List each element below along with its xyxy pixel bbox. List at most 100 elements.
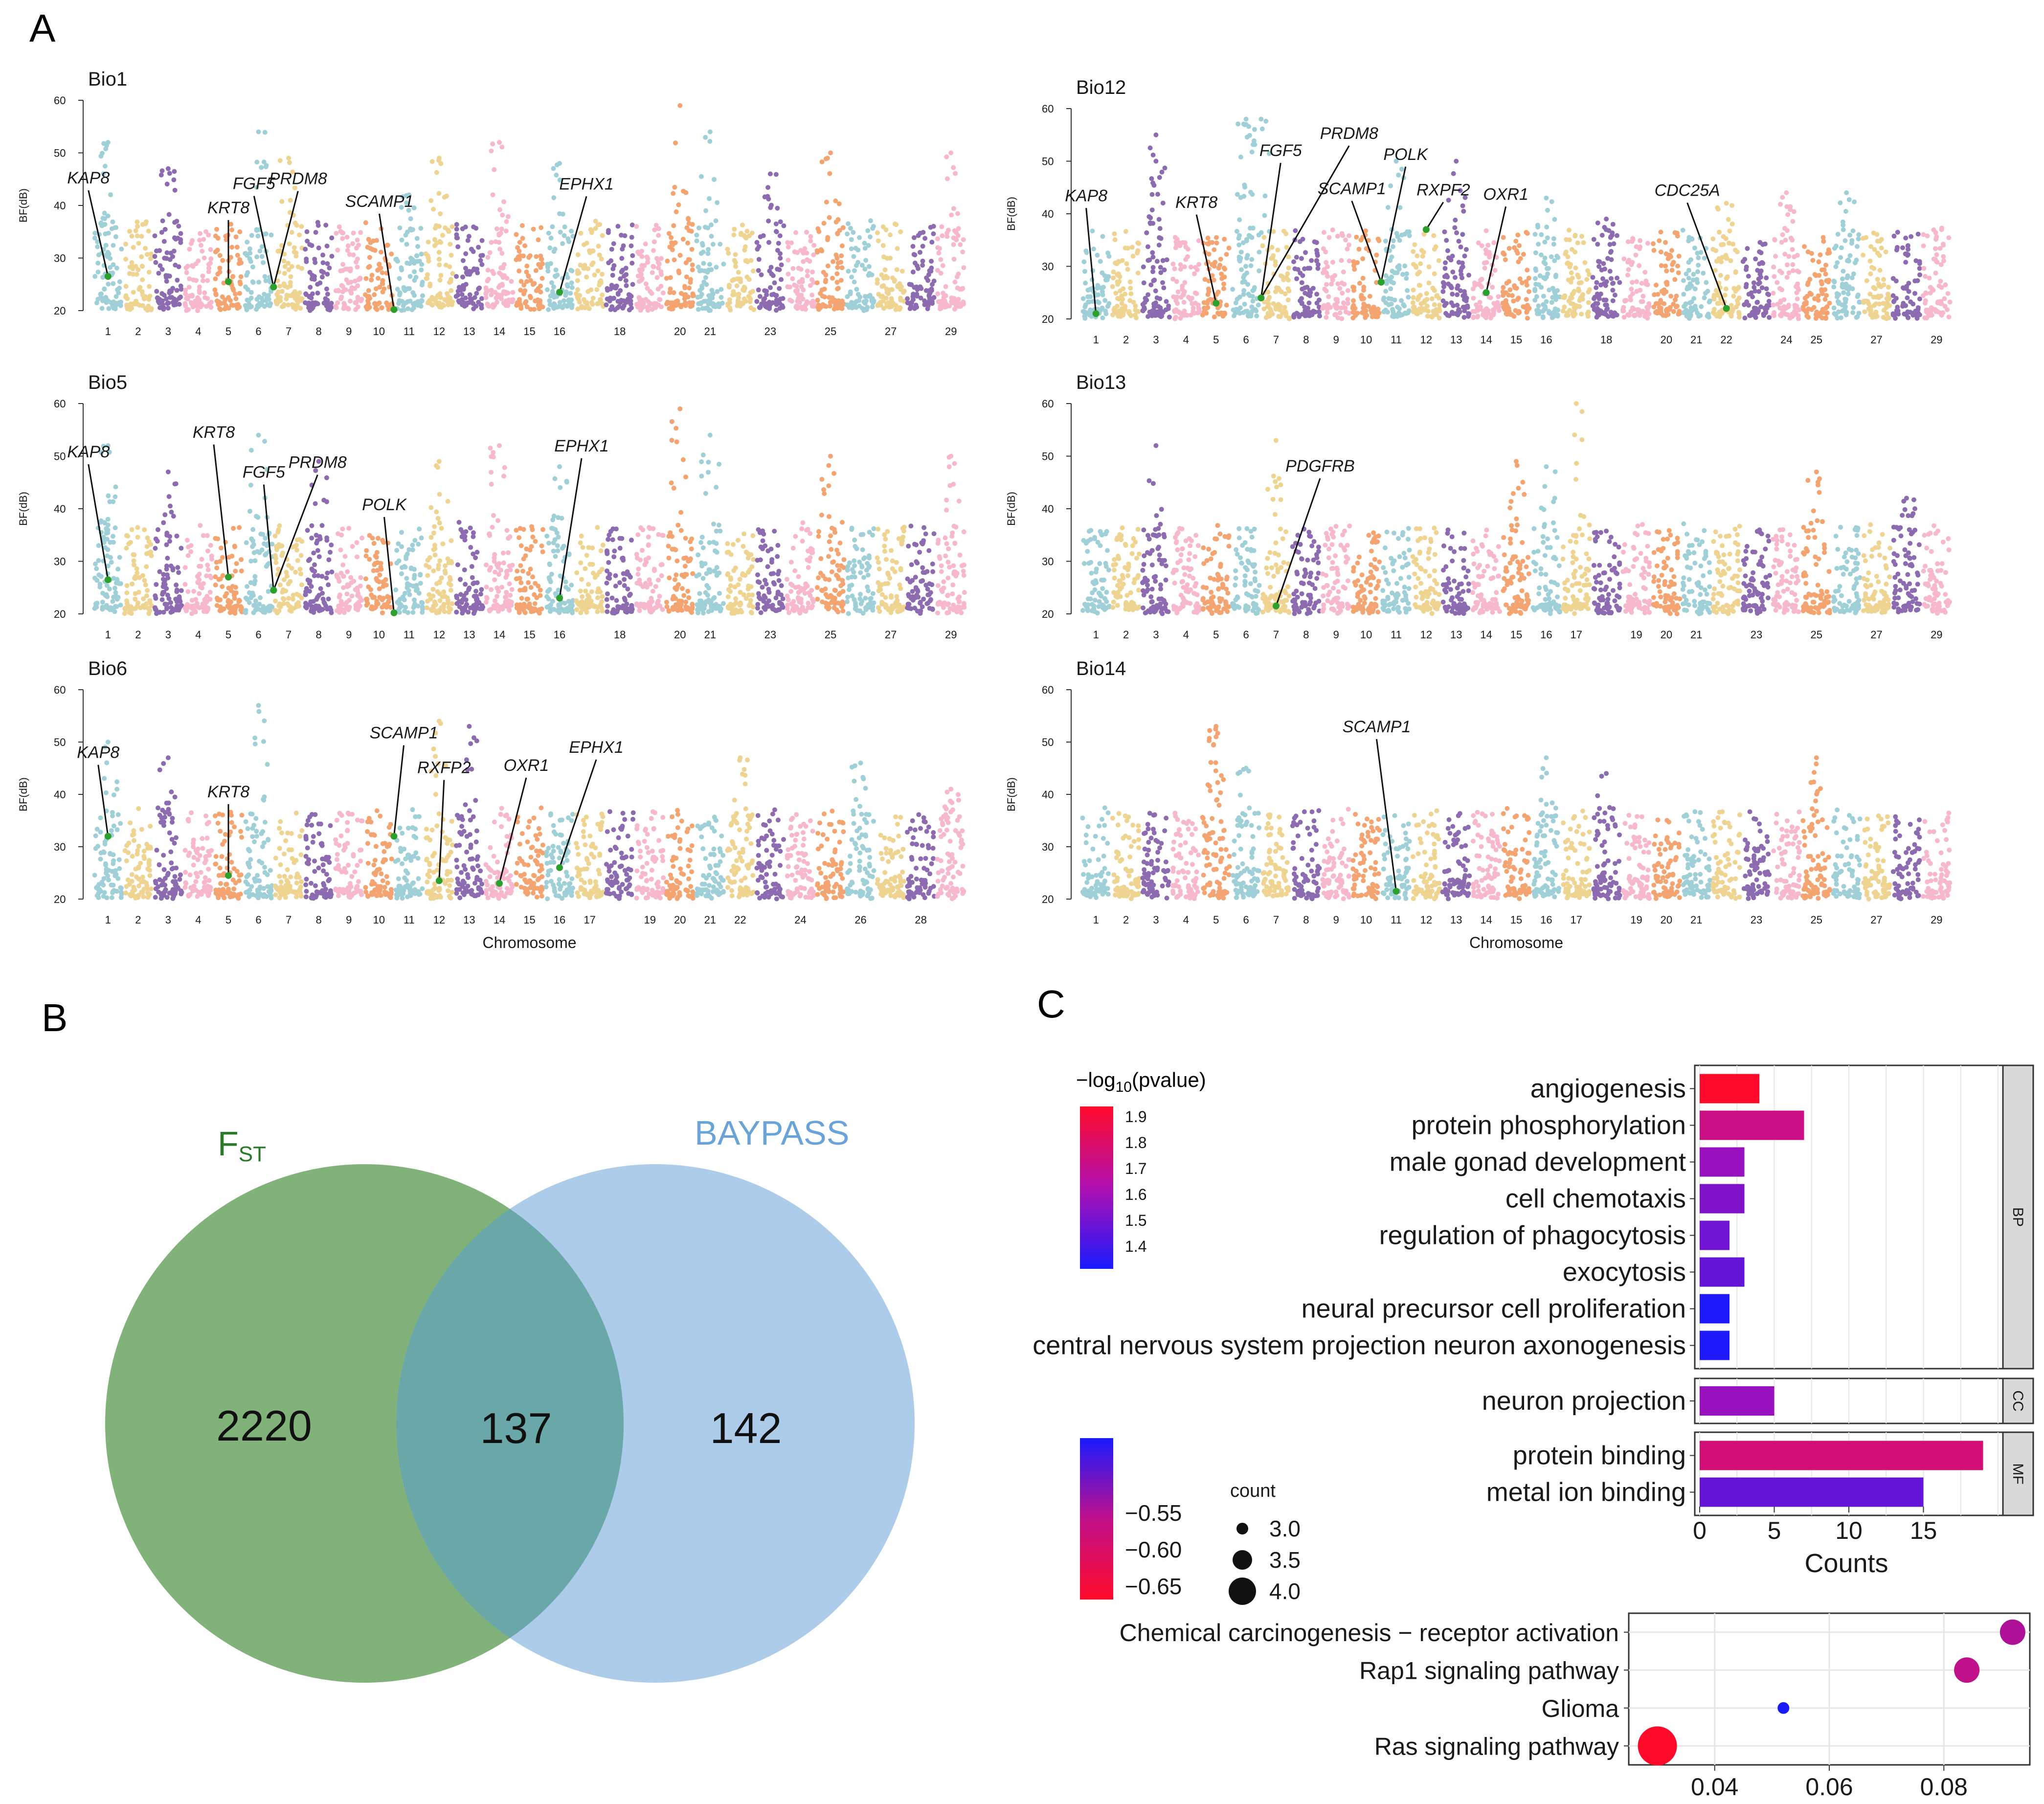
data-point: [819, 287, 825, 293]
data-point: [1246, 292, 1251, 297]
data-point: [1688, 257, 1693, 262]
data-point: [1286, 265, 1291, 271]
data-point: [1244, 255, 1250, 261]
data-point: [1590, 274, 1595, 280]
data-point: [146, 296, 152, 302]
peak-point: [1456, 239, 1461, 244]
data-point: [171, 248, 177, 254]
data-point: [1112, 237, 1118, 243]
data-point: [569, 280, 574, 286]
data-point: [279, 553, 285, 558]
data-point: [116, 290, 121, 295]
data-point: [1269, 256, 1274, 261]
data-point: [1638, 238, 1643, 243]
data-point: [472, 295, 477, 300]
x-tick-label: 18: [614, 325, 626, 338]
data-point: [685, 240, 691, 246]
data-point: [1454, 230, 1460, 235]
data-point: [1265, 290, 1271, 295]
data-point: [222, 300, 227, 306]
data-point: [732, 258, 737, 263]
data-point: [324, 303, 329, 309]
data-point: [1832, 279, 1837, 284]
data-point: [1116, 259, 1122, 265]
data-point: [1293, 228, 1298, 233]
data-point: [1790, 314, 1795, 319]
peak-point: [436, 191, 442, 196]
data-point: [1424, 296, 1430, 302]
data-point: [1527, 306, 1532, 311]
data-point: [1550, 294, 1555, 300]
data-point: [593, 226, 598, 231]
data-point: [1674, 303, 1680, 309]
data-point: [834, 271, 840, 276]
data-point: [517, 299, 522, 304]
data-point: [228, 255, 233, 260]
peak-point: [99, 151, 105, 156]
data-point: [282, 251, 287, 257]
data-point: [1659, 311, 1664, 316]
data-point: [247, 590, 252, 595]
data-point: [907, 306, 913, 311]
data-point: [110, 219, 115, 225]
data-point: [1872, 286, 1878, 292]
data-point: [1817, 272, 1822, 278]
peak-point: [944, 154, 949, 159]
data-point: [124, 545, 129, 551]
data-point: [1698, 250, 1704, 255]
data-point: [320, 252, 326, 258]
data-point: [1273, 304, 1279, 309]
data-point: [774, 308, 779, 313]
data-point: [1758, 274, 1763, 280]
data-point: [117, 279, 122, 284]
data-point: [590, 295, 596, 301]
data-point: [754, 240, 760, 245]
data-point: [634, 224, 639, 229]
data-point: [142, 578, 147, 583]
data-point: [756, 287, 761, 293]
data-point: [208, 542, 213, 548]
data-point: [922, 236, 928, 241]
data-point: [97, 585, 103, 590]
data-point: [849, 274, 854, 280]
data-point: [1141, 280, 1146, 286]
peak-point: [1157, 175, 1162, 180]
data-point: [808, 238, 813, 244]
data-point: [839, 253, 844, 258]
data-point: [1668, 293, 1674, 299]
data-point: [142, 527, 147, 532]
data-point: [290, 596, 295, 602]
data-point: [231, 593, 237, 598]
gene-leader-line: [1485, 206, 1507, 293]
data-point: [1444, 238, 1449, 243]
data-point: [1180, 287, 1185, 292]
data-point: [402, 288, 407, 293]
data-point: [198, 243, 203, 248]
data-point: [628, 301, 633, 307]
data-point: [1864, 278, 1869, 283]
data-point: [218, 576, 223, 582]
data-point: [520, 236, 525, 241]
data-point: [281, 596, 287, 602]
data-point: [615, 305, 620, 311]
x-tick-label: 23: [764, 629, 776, 641]
gene-label: KAP8: [67, 169, 110, 187]
data-point: [397, 276, 402, 281]
data-point: [208, 247, 213, 252]
data-point: [551, 301, 557, 306]
data-point: [1939, 313, 1944, 318]
data-point: [275, 278, 280, 284]
data-point: [1154, 295, 1160, 300]
data-point: [273, 560, 279, 565]
peak-point: [505, 214, 511, 219]
data-point: [195, 574, 200, 579]
data-point: [1786, 270, 1792, 275]
data-point: [1541, 293, 1546, 299]
data-point: [100, 599, 105, 605]
data-point: [419, 298, 425, 304]
data-point: [1723, 286, 1729, 292]
data-point: [1265, 304, 1270, 309]
data-point: [667, 245, 673, 250]
data-point: [1525, 268, 1530, 273]
peak-point: [709, 233, 714, 239]
